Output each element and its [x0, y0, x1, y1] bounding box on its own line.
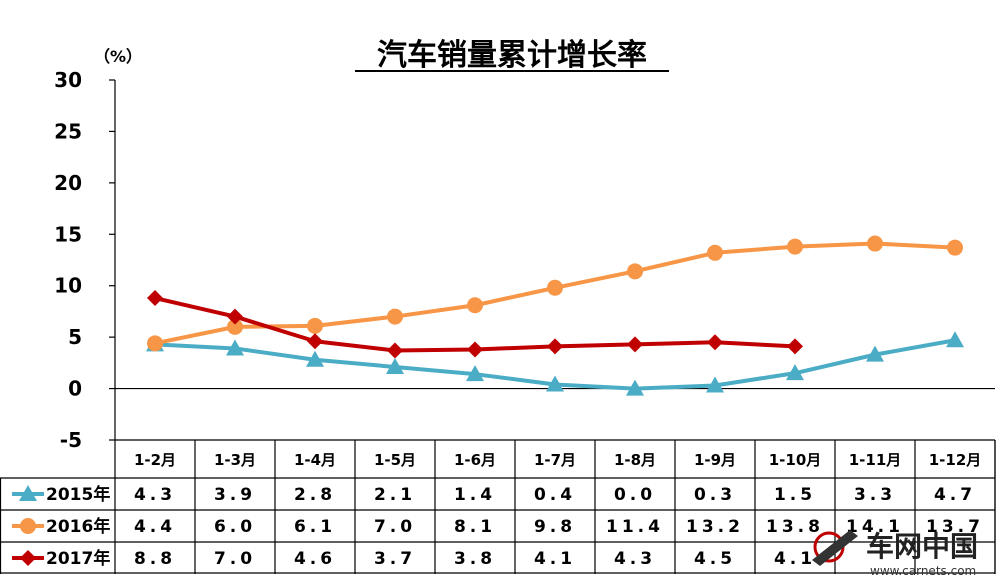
legend-marker	[20, 518, 36, 534]
data-point	[787, 238, 803, 255]
data-point	[307, 333, 323, 350]
data-point	[547, 279, 563, 296]
category-label: 1-10月	[769, 451, 822, 469]
y-unit-label: （%）	[94, 47, 142, 66]
data-cell: 9.8	[534, 517, 576, 537]
data-cell: 4.7	[934, 485, 976, 505]
data-point	[627, 263, 643, 280]
legend-label: 2017年	[46, 548, 110, 569]
data-point	[147, 335, 163, 352]
y-tick-label: 5	[68, 325, 82, 349]
category-label: 1-5月	[374, 451, 416, 469]
data-cell: 14.1	[846, 517, 904, 537]
data-cell: 0.4	[534, 485, 576, 505]
data-cell: 6.0	[214, 517, 256, 537]
category-label: 1-9月	[694, 451, 736, 469]
data-cell: 8.8	[134, 549, 176, 569]
data-cell: 7.0	[214, 549, 256, 569]
y-tick-label: 15	[54, 222, 82, 246]
legend-marker	[20, 550, 36, 566]
category-label: 1-3月	[214, 451, 256, 469]
watermark-url: www.carnets.com	[870, 564, 976, 578]
carnets-logo-icon	[812, 530, 858, 566]
data-cell: 4.4	[134, 517, 176, 537]
category-label: 1-7月	[534, 451, 576, 469]
category-label: 1-4月	[294, 451, 336, 469]
data-point	[707, 334, 723, 351]
data-cell: 8.1	[454, 517, 496, 537]
category-label: 1-11月	[849, 451, 902, 469]
category-label: 1-8月	[614, 451, 656, 469]
y-tick-label: 20	[54, 171, 82, 195]
data-point	[786, 364, 804, 381]
data-cell: 13.7	[926, 517, 984, 537]
data-point	[946, 331, 964, 348]
data-cell: 4.5	[694, 549, 736, 569]
data-point	[307, 317, 323, 334]
data-point	[546, 375, 564, 392]
axes: 30 25 20 15 10 5 0 -5	[54, 68, 995, 452]
data-cell: 3.8	[454, 549, 496, 569]
data-table: 1-2月 1-3月 1-4月 1-5月 1-6月 1-7月 1-8月 1-9月 1-10月 1-1…	[0, 439, 996, 574]
data-cell: 11.4	[606, 517, 664, 537]
data-cell: 3.9	[214, 485, 256, 505]
category-label: 1-12月	[929, 451, 982, 469]
data-point	[147, 290, 163, 307]
data-point	[547, 338, 563, 355]
data-point	[467, 341, 483, 358]
data-point	[227, 308, 243, 325]
data-point	[387, 342, 403, 359]
data-cell: 13.2	[686, 517, 744, 537]
watermark: 车网中国 www.carnets.com	[812, 530, 978, 578]
data-cell: 13.8	[766, 517, 824, 537]
data-point	[306, 350, 324, 367]
data-point	[627, 336, 643, 353]
legend-label: 2015年	[46, 484, 110, 505]
watermark-logo-text: 车网中国	[866, 530, 978, 563]
category-label: 1-6月	[454, 451, 496, 469]
series-group	[146, 235, 964, 396]
data-cell: 7.0	[374, 517, 416, 537]
data-cell: 1.5	[774, 485, 816, 505]
data-cell: 1.4	[454, 485, 496, 505]
data-point	[707, 244, 723, 261]
y-tick-label: 10	[54, 274, 82, 298]
data-cell: 4.1	[534, 549, 576, 569]
data-cell: 3.7	[374, 549, 416, 569]
data-cell: 0.0	[614, 485, 656, 505]
data-cell: 6.1	[294, 517, 336, 537]
data-cell: 4.3	[134, 485, 176, 505]
legend-marker	[19, 485, 37, 501]
data-point	[226, 339, 244, 356]
y-tick-label: 0	[68, 377, 82, 401]
data-point	[467, 297, 483, 314]
data-point	[626, 379, 644, 396]
data-cell: 4.3	[614, 549, 656, 569]
data-point	[866, 345, 884, 362]
data-point	[387, 308, 403, 325]
data-point	[947, 239, 963, 256]
legend-label: 2016年	[46, 516, 110, 537]
data-cell: 3.3	[854, 485, 896, 505]
data-cell: 4.1	[774, 549, 816, 569]
data-point	[466, 365, 484, 382]
chart-title: 汽车销量累计增长率	[377, 38, 647, 73]
category-label: 1-2月	[134, 451, 176, 469]
data-point	[386, 357, 404, 374]
data-point	[787, 338, 803, 355]
y-tick-label: -5	[60, 428, 82, 452]
data-point	[867, 235, 883, 252]
y-tick-label: 25	[54, 119, 82, 143]
y-tick-label: 30	[54, 68, 82, 92]
data-point	[227, 318, 243, 335]
data-cell: 4.6	[294, 549, 336, 569]
data-cell: 2.1	[374, 485, 416, 505]
data-cell: 0.3	[694, 485, 736, 505]
data-point	[706, 376, 724, 393]
data-cell: 2.8	[294, 485, 336, 505]
